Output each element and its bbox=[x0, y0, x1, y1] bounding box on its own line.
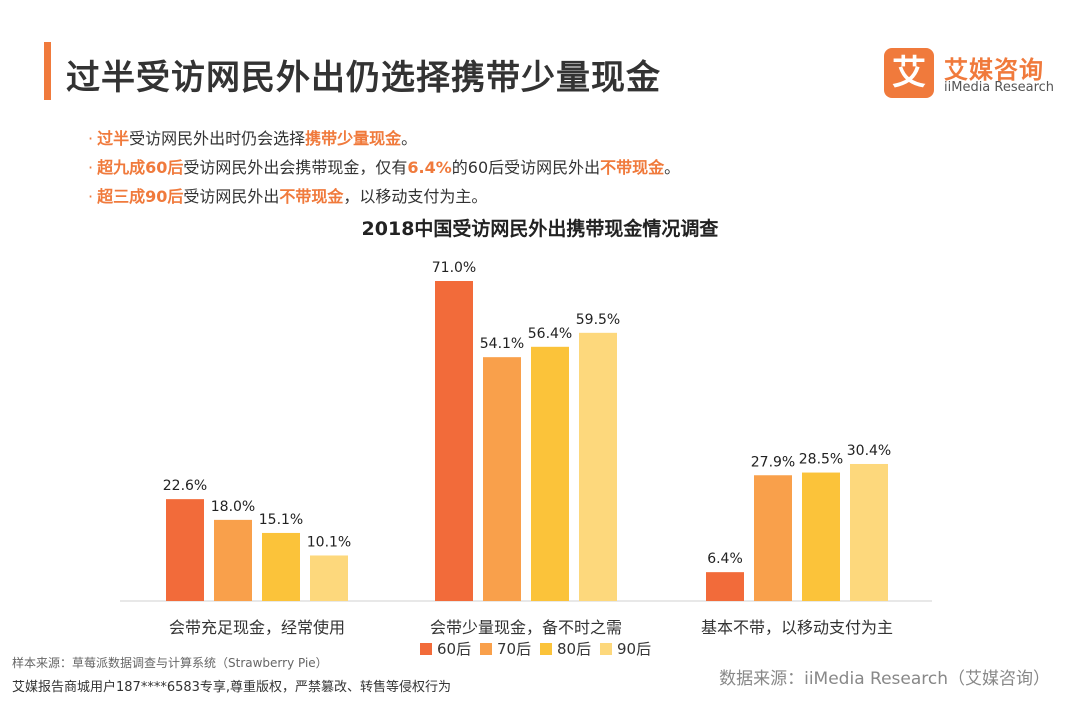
data-label: 71.0% bbox=[432, 260, 476, 276]
copyright-note: 艾媒报告商城用户187****6583专享,尊重版权，严禁篡改、转售等侵权行为 bbox=[12, 680, 452, 695]
logo-mark-icon: 艾 bbox=[884, 48, 934, 98]
legend-label: 80后 bbox=[557, 640, 591, 658]
finding-highlight: 携带少量现金 bbox=[305, 129, 402, 148]
finding-text: 受访网民外出会携带现金，仅有 bbox=[183, 158, 408, 177]
legend-label: 60后 bbox=[437, 640, 471, 658]
legend-label: 90后 bbox=[617, 640, 651, 658]
finding-text: 。 bbox=[664, 158, 681, 177]
logo-name-cn: 艾媒咨询 bbox=[944, 56, 1044, 84]
legend-swatch bbox=[540, 643, 552, 655]
data-label: 6.4% bbox=[707, 551, 743, 567]
title-accent-bar bbox=[44, 42, 51, 100]
sample-source-note: 样本来源：草莓派数据调查与计算系统（Strawberry Pie） bbox=[12, 656, 328, 670]
bar-70后-2 bbox=[754, 475, 792, 601]
bar-60后-2 bbox=[706, 572, 744, 601]
category-label: 基本不带，以移动支付为主 bbox=[701, 618, 893, 637]
bar-90后-0 bbox=[310, 555, 348, 601]
finding-item: · 超九成60后受访网民外出会携带现金，仅有6.4%的60后受访网民外出不带现金。 bbox=[88, 153, 680, 182]
bar-chart: 22.6%18.0%15.1%10.1% 会带充足现金，经常使用 71.0% 54.1… bbox=[120, 260, 932, 658]
category-label: 会带充足现金，经常使用 bbox=[169, 618, 345, 637]
data-label: 15.1% bbox=[259, 512, 303, 528]
finding-text: 的60后受访网民外出 bbox=[451, 158, 601, 177]
finding-highlight: 6.4% bbox=[407, 158, 452, 177]
data-label: 10.1% bbox=[307, 534, 351, 550]
bar-70后-0 bbox=[214, 519, 252, 601]
key-findings-list: · 过半受访网民外出时仍会选择携带少量现金。 · 超九成60后受访网民外出会携带现金，… bbox=[88, 124, 680, 211]
bar-80后-0 bbox=[262, 532, 300, 601]
bar-60后-1 bbox=[435, 281, 473, 601]
finding-highlight: 超九成60后 bbox=[97, 158, 184, 177]
category-label: 会带少量现金，备不时之需 bbox=[430, 618, 622, 637]
finding-text: 。 bbox=[401, 129, 418, 148]
data-label: 27.9% bbox=[751, 454, 795, 470]
page-title: 过半受访网民外出仍选择携带少量现金 bbox=[66, 58, 661, 98]
data-label: 59.5% bbox=[576, 312, 620, 328]
brand-logo: 艾 艾媒咨询 iiMedia Research bbox=[884, 48, 1064, 100]
bullet-dot-icon: · bbox=[88, 158, 94, 177]
finding-text: 受访网民外出时仍会选择 bbox=[129, 129, 306, 148]
finding-highlight: 不带现金 bbox=[600, 158, 665, 177]
bullet-dot-icon: · bbox=[88, 187, 94, 206]
data-label: 54.1% bbox=[480, 336, 524, 352]
finding-highlight: 超三成90后 bbox=[97, 187, 184, 206]
finding-highlight: 不带现金 bbox=[279, 187, 344, 206]
legend-label: 70后 bbox=[497, 640, 531, 658]
data-label: 28.5% bbox=[799, 452, 843, 468]
data-label: 18.0% bbox=[211, 499, 255, 515]
logo-name-en: iiMedia Research bbox=[944, 80, 1055, 95]
finding-item: · 超三成90后受访网民外出不带现金，以移动支付为主。 bbox=[88, 182, 680, 211]
chart-title: 2018中国受访网民外出携带现金情况调查 bbox=[361, 218, 719, 240]
data-label: 22.6% bbox=[163, 478, 207, 494]
finding-text: ，以移动支付为主。 bbox=[343, 187, 488, 206]
bar-90后-2 bbox=[850, 463, 888, 601]
bar-90后-1 bbox=[579, 332, 617, 601]
legend-swatch bbox=[480, 643, 492, 655]
data-source: 数据来源：iiMedia Research（艾媒咨询） bbox=[719, 669, 1050, 689]
finding-item: · 过半受访网民外出时仍会选择携带少量现金。 bbox=[88, 124, 680, 153]
data-label: 56.4% bbox=[528, 326, 572, 342]
bullet-dot-icon: · bbox=[88, 129, 94, 148]
data-label: 30.4% bbox=[847, 443, 891, 459]
bar-60后-0 bbox=[166, 499, 204, 601]
bar-80后-1 bbox=[531, 346, 569, 601]
finding-text: 受访网民外出 bbox=[183, 187, 280, 206]
legend-swatch bbox=[420, 643, 432, 655]
bar-70后-1 bbox=[483, 357, 521, 601]
legend-swatch bbox=[600, 643, 612, 655]
finding-highlight: 过半 bbox=[97, 129, 130, 148]
bar-80后-2 bbox=[802, 472, 840, 601]
